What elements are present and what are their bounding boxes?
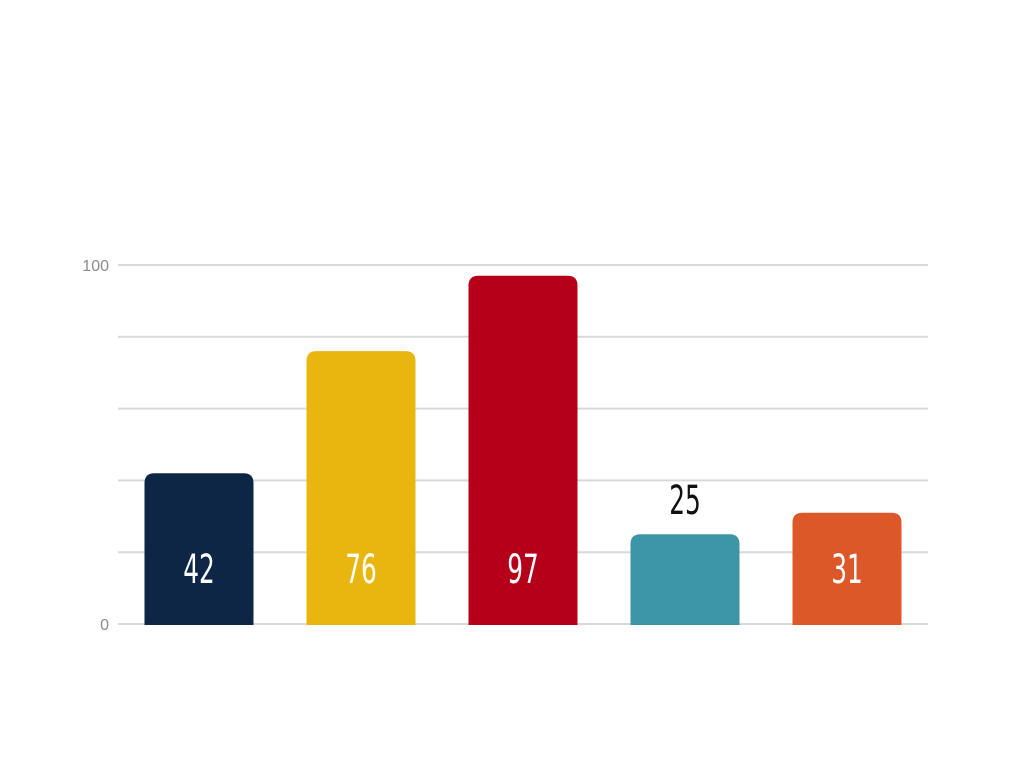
bar-1 [144,473,254,625]
data-label-3: 97 [507,546,539,593]
bar-4 [630,534,740,625]
y-tick-label-max: 100 [82,258,109,275]
data-label-1: 42 [183,546,215,593]
y-tick-label-min: 0 [100,617,109,634]
data-label-5: 31 [831,546,863,593]
data-label-4: 25 [669,477,701,524]
bars [144,275,902,625]
bar-2 [306,351,416,625]
bar-5 [792,512,902,625]
data-labels: 42 76 97 25 31 [183,477,863,593]
bar-3 [468,275,578,625]
data-label-2: 76 [345,546,377,593]
